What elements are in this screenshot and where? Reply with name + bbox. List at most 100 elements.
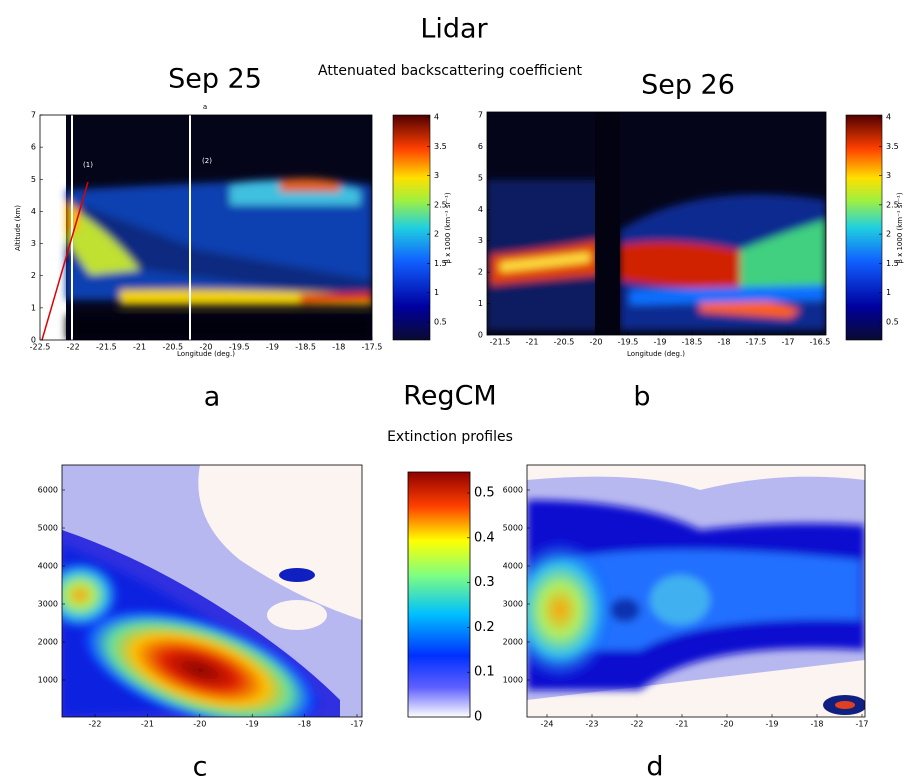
date: Sep 26 [641, 70, 735, 101]
colorbar-tick-label: 1.5 [886, 259, 899, 268]
x-tick-label: -22.5 [30, 343, 51, 352]
x-tick-label: -18 [717, 338, 730, 347]
date: Sep 25 [168, 64, 262, 95]
colorbar-tick-label: 1 [886, 288, 891, 297]
y-tick-label: 1000 [503, 676, 523, 685]
colorbar-tick-label: 0.4 [474, 530, 495, 545]
x-tick-label: -21 [141, 720, 154, 729]
y-tick-label: 4 [478, 205, 483, 214]
colorbar-tick-label: 3.5 [434, 142, 447, 151]
model-subtitle: Extinction profiles [387, 429, 513, 445]
x-tick-label: -19 [765, 720, 778, 729]
x-tick-label: -20.5 [554, 338, 575, 347]
x-tick-label: -17.5 [362, 343, 383, 352]
x-axis-label: Longitude (deg.) [177, 350, 235, 358]
x-tick-label: -21.5 [96, 343, 117, 352]
y-tick-label: 2 [31, 271, 36, 280]
colorbar-tick-label: 4 [886, 113, 891, 122]
x-tick-label: -20 [199, 343, 212, 352]
x-tick-label: -22 [88, 720, 101, 729]
colorbar-tick-label: 0 [474, 710, 482, 725]
y-tick-label: 4 [31, 207, 36, 216]
panel-letter: a [204, 382, 221, 413]
colorbar-tick-label: 0.2 [474, 620, 495, 635]
x-axis-label: Longitude (deg.) [627, 350, 685, 358]
y-tick-label: 2000 [503, 638, 523, 647]
colorbar-tick-label: 3.5 [886, 142, 899, 151]
x-tick-label: -17 [350, 720, 363, 729]
colorbar-tick-label: 3 [886, 171, 891, 180]
panel-letter: c [193, 752, 208, 781]
y-tick-label: 1 [478, 299, 483, 308]
x-tick-label: -21 [133, 343, 146, 352]
y-tick-label: 1000 [38, 676, 58, 685]
colorbar-tick-label: 0.1 [474, 665, 495, 680]
colorbar-tick-label: 1 [434, 288, 439, 297]
y-tick-label: 6000 [503, 486, 523, 495]
colorbar [407, 471, 471, 718]
y-tick-label: 5000 [38, 524, 58, 533]
contour-image [527, 465, 865, 717]
y-tick-label: 6 [478, 142, 483, 151]
colorbar-label: β x 1000 (km⁻¹ sr⁻¹) [896, 192, 904, 263]
x-tick-label: -20 [720, 720, 733, 729]
x-tick-label: -21 [525, 338, 538, 347]
y-tick-label: 0 [31, 336, 36, 345]
y-tick-label: 4000 [38, 562, 58, 571]
y-tick-label: 2000 [38, 638, 58, 647]
lidar-image [487, 112, 826, 335]
x-tick-label: -21.5 [490, 338, 511, 347]
lidar-image [40, 115, 372, 340]
title: Lidar [420, 14, 488, 45]
y-tick-label: 3 [31, 239, 36, 248]
y-tick-label: 0 [478, 331, 483, 340]
axes-frame [486, 111, 827, 336]
x-tick-label: -20 [589, 338, 602, 347]
annotation: (1) [83, 161, 93, 169]
y-tick-label: 2 [478, 268, 483, 277]
x-tick-label: -18.5 [295, 343, 316, 352]
y-tick-label: 5 [31, 175, 36, 184]
y-tick-label: 4000 [503, 562, 523, 571]
x-tick-label: -17 [781, 338, 794, 347]
x-tick-label: -20 [193, 720, 206, 729]
panel-title: a [203, 103, 207, 111]
colorbar-label: β x 1000 (km⁻¹ sr⁻¹) [444, 192, 452, 263]
x-tick-label: -16.5 [810, 338, 831, 347]
y-tick-label: 7 [478, 111, 483, 120]
axes-frame [61, 464, 363, 718]
y-tick-label: 3 [478, 236, 483, 245]
x-tick-label: -19 [653, 338, 666, 347]
panel-letter: d [646, 752, 663, 781]
x-tick-label: -18.5 [682, 338, 703, 347]
contour-image [62, 465, 362, 717]
colorbar-tick-label: 3 [434, 171, 439, 180]
x-tick-label: -23 [585, 720, 598, 729]
y-tick-label: 7 [31, 111, 36, 120]
model-title: RegCM [403, 381, 496, 412]
colorbar-tick-label: 0.5 [886, 318, 899, 327]
y-tick-label: 3000 [38, 600, 58, 609]
x-tick-label: -19.5 [229, 343, 250, 352]
colorbar-tick-label: 0.3 [474, 575, 495, 590]
y-tick-label: 6 [31, 143, 36, 152]
colorbar [845, 114, 883, 341]
x-tick-label: -19 [246, 720, 259, 729]
x-tick-label: -17 [855, 720, 868, 729]
y-axis-label: Altitude (km) [14, 205, 22, 251]
panel-letter: b [633, 382, 650, 413]
y-tick-label: 5 [478, 173, 483, 182]
colorbar-tick-label: 0.5 [434, 318, 447, 327]
axes-frame [526, 464, 866, 718]
y-tick-label: 1 [31, 303, 36, 312]
y-tick-label: 5000 [503, 524, 523, 533]
x-tick-label: -18 [332, 343, 345, 352]
x-tick-label: -19 [266, 343, 279, 352]
colorbar-tick-label: 2 [886, 230, 891, 239]
subtitle: Attenuated backscattering coefficient [318, 63, 582, 79]
y-tick-label: 3000 [503, 600, 523, 609]
x-tick-label: -18 [810, 720, 823, 729]
colorbar-tick-label: 4 [434, 113, 439, 122]
colorbar-tick-label: 2.5 [434, 200, 447, 209]
